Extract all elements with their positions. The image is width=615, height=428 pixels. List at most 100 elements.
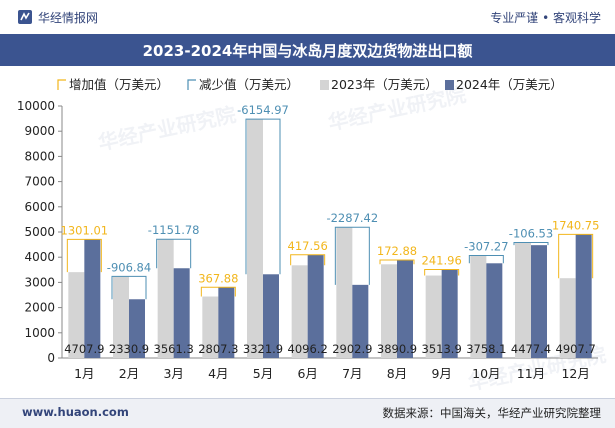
bar-2024 [218,287,235,358]
increase-label: 1301.01 [61,223,109,237]
increase-label: 367.88 [198,271,238,285]
x-tick-label: 6月 [297,366,317,381]
y-tick-label: 9000 [24,124,55,138]
top-bar: 华经情报网 专业严谨 • 客观科学 [0,0,615,34]
bar-2024 [575,234,592,358]
y-tick-label: 10000 [17,99,55,113]
bar-2023 [336,227,353,358]
increase-bracket [424,268,460,276]
x-tick-label: 10月 [472,366,500,381]
decrease-bracket [156,238,192,269]
data-label-2024: 2902.9 [332,342,372,356]
y-tick-label: 8000 [24,149,55,163]
watermark-text: 华经产业研究院 [96,102,238,155]
increase-bracket [66,238,102,273]
legend-2024-marker [445,80,454,90]
bar-2023 [157,239,174,358]
decrease-label: -307.27 [464,240,508,254]
bar-2024 [397,259,413,358]
title-bar: 2023-2024年中国与冰岛月度双边货物进出口额 [0,34,615,66]
y-tick-label: 5000 [24,225,55,239]
y-tick-label: 1000 [24,326,55,340]
x-tick-label: 11月 [517,366,545,381]
footer-source: 数据来源：中国海关，华经产业研究院整理 [382,406,602,420]
bar-2023 [515,242,531,358]
y-tick-label: 0 [47,351,55,365]
decrease-label: -906.84 [107,260,151,274]
x-tick-label: 12月 [561,366,589,381]
tagline: 专业严谨 • 客观科学 [490,11,601,25]
decrease-bracket [513,241,549,246]
data-label-2024: 4096.2 [288,342,328,356]
footer: www.huaon.com 数据来源：中国海关，华经产业研究院整理 [0,398,615,428]
bar-2023 [425,275,442,358]
x-tick-label: 2月 [119,366,139,381]
x-tick-label: 8月 [387,366,407,381]
brand-name: 华经情报网 [38,11,99,25]
bar-2023 [202,296,219,358]
data-label-2024: 3321.9 [243,342,283,356]
bar-2024 [307,254,324,358]
data-label-2024: 3561.3 [154,342,194,356]
bar-2023 [559,278,576,358]
legend-decrease-marker [187,79,196,90]
decrease-label: -6154.97 [237,103,289,117]
bar-2023 [291,265,308,358]
legend-2023-label: 2023年（万美元） [331,77,438,92]
decrease-label: -106.53 [509,226,553,240]
decrease-bracket [245,118,281,275]
decrease-label: -1151.78 [148,223,200,237]
data-label-2024: 4477.4 [511,342,551,356]
y-tick-label: 2000 [24,301,55,315]
bar-2024 [173,268,190,358]
brand-logo-icon [18,10,32,24]
bar-2024 [84,239,101,358]
y-tick-label: 4000 [24,250,55,264]
bar-2024 [263,274,279,358]
bar-2024 [129,299,145,358]
x-tick-label: 7月 [342,366,362,381]
legend-increase-label: 增加值（万美元） [69,77,169,92]
chart-title: 2023-2024年中国与冰岛月度双边货物进出口额 [142,42,473,60]
bar-2024 [486,263,503,358]
x-tick-label: 3月 [163,366,183,381]
decrease-label: -2287.42 [326,211,378,225]
decrease-bracket [334,226,370,285]
data-label-2024: 3758.1 [466,342,506,356]
data-label-2024: 2330.9 [109,342,149,356]
bar-2023 [247,119,263,358]
decrease-bracket [468,255,504,264]
bar-2024 [531,245,547,358]
increase-label: 172.88 [377,244,417,258]
data-label-2024: 3890.9 [377,342,417,356]
data-label-2024: 4707.9 [64,342,104,356]
increase-label: 417.56 [288,239,328,253]
bar-2023 [381,264,397,358]
data-label-2024: 2807.3 [198,342,238,356]
x-tick-label: 4月 [208,366,228,381]
brand: 华经情报网 [18,9,98,26]
increase-bracket [200,286,236,297]
x-tick-label: 1月 [74,366,94,381]
legend-increase-marker [57,79,66,90]
y-tick-label: 7000 [24,175,55,189]
x-tick-label: 5月 [253,366,273,381]
increase-bracket [290,254,326,266]
increase-label: 241.96 [422,253,462,267]
increase-label: 1740.75 [552,218,600,232]
data-label-2024: 4907.7 [556,342,596,356]
y-tick-label: 3000 [24,275,55,289]
legend-decrease-label: 减少值（万美元） [199,77,299,92]
bar-2023 [68,272,85,358]
footer-url[interactable]: www.huaon.com [22,405,129,419]
legend-2023-marker [320,80,329,90]
decrease-bracket [111,275,147,300]
bar-2024 [441,269,458,358]
legend-2024-label: 2024年（万美元） [456,77,563,92]
data-label-2024: 3513.9 [422,342,462,356]
bar-2023 [113,276,129,358]
increase-bracket [558,233,594,279]
bar-2024 [352,284,369,358]
y-tick-label: 6000 [24,200,55,214]
